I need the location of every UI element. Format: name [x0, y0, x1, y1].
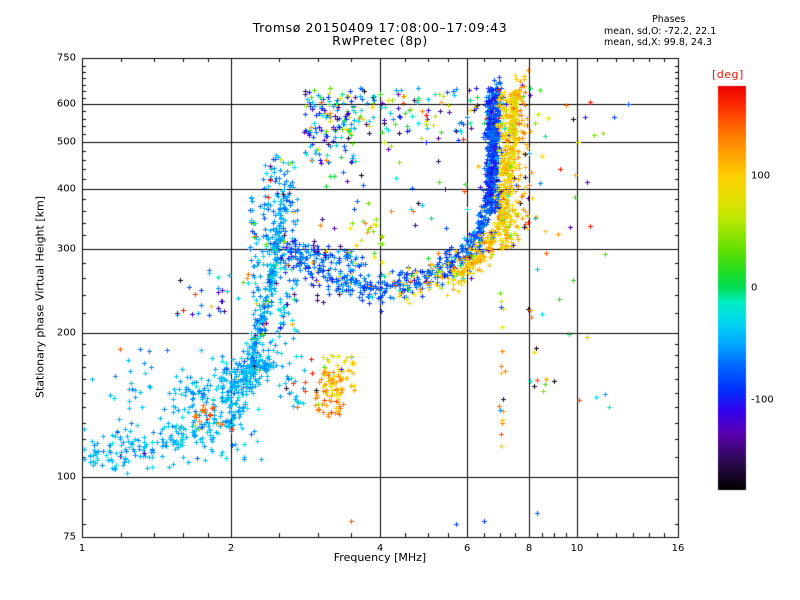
x-tick-label: 16: [671, 543, 685, 554]
figure-title: Tromsø 20150409 17:08:00–17:09:43: [252, 20, 508, 35]
colorbar-tick-label: 100: [751, 170, 771, 182]
y-tick-label: 75: [63, 531, 76, 543]
x-tick-label: 8: [525, 543, 533, 554]
y-tick-label: 750: [56, 52, 76, 64]
x-axis-label: Frequency [MHz]: [333, 551, 427, 564]
colorbar-tick-label: -100: [751, 394, 774, 406]
x-tick-label: 1: [78, 543, 86, 554]
y-tick-label: 200: [56, 327, 76, 339]
y-tick-label: 100: [56, 471, 76, 483]
colorbar-tick-label: 0: [751, 282, 758, 294]
colorbar-unit-label: [deg]: [712, 68, 744, 81]
y-axis-label: Stationary phase Virtual Height [km]: [33, 195, 47, 399]
x-tick-label: 6: [463, 543, 471, 554]
y-tick-label: 300: [56, 243, 76, 255]
y-tick-label: 600: [56, 98, 76, 110]
x-tick-label: 10: [570, 543, 584, 554]
y-tick-label: 500: [56, 136, 76, 148]
y-tick-label: 400: [56, 183, 76, 195]
phases-legend: Phases mean, sd,O: -72.2, 22.1 mean, sd,…: [604, 14, 794, 49]
x-tick-label: 2: [227, 543, 235, 554]
figure-subtitle: RwPretec (8p): [332, 33, 428, 48]
x-tick-label: 4: [376, 543, 384, 554]
phases-legend-o-mode: mean, sd,O: -72.2, 22.1: [604, 25, 717, 37]
phases-legend-x-mode: mean, sd,X: 99.8, 24.3: [604, 37, 713, 48]
phases-legend-header: Phases: [652, 14, 686, 25]
